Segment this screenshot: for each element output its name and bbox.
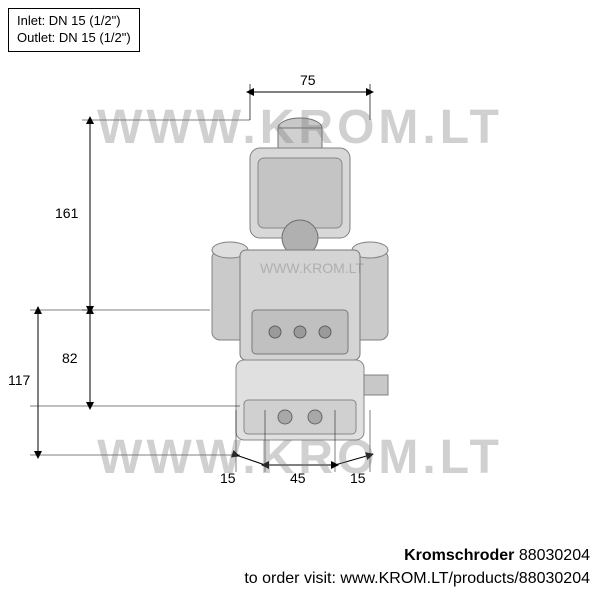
dim-bottom-mid: 45 <box>290 470 306 486</box>
brand-name: Kromschroder <box>404 547 514 564</box>
footer-line2: to order visit: www.KROM.LT/products/880… <box>244 568 590 590</box>
order-url: www.KROM.LT/products/88030204 <box>340 570 590 587</box>
technical-drawing: 75 161 82 117 15 45 15 <box>0 60 600 520</box>
header-spec-box: Inlet: DN 15 (1/2") Outlet: DN 15 (1/2") <box>8 8 140 52</box>
footer-line1: Kromschroder 88030204 <box>244 545 590 567</box>
dim-bottom-right: 15 <box>350 470 366 486</box>
outlet-spec: Outlet: DN 15 (1/2") <box>17 30 131 47</box>
dim-upper-height: 161 <box>55 205 78 221</box>
footer-block: Kromschroder 88030204 to order visit: ww… <box>244 545 590 590</box>
part-number: 88030204 <box>519 547 590 564</box>
dim-bottom-left: 15 <box>220 470 236 486</box>
dimension-overlay <box>0 60 600 520</box>
order-prefix: to order visit: <box>244 570 340 587</box>
dim-total-lower: 117 <box>8 372 30 388</box>
dim-top-width: 75 <box>300 72 316 88</box>
dim-lower-height: 82 <box>62 350 78 366</box>
inlet-spec: Inlet: DN 15 (1/2") <box>17 13 131 30</box>
